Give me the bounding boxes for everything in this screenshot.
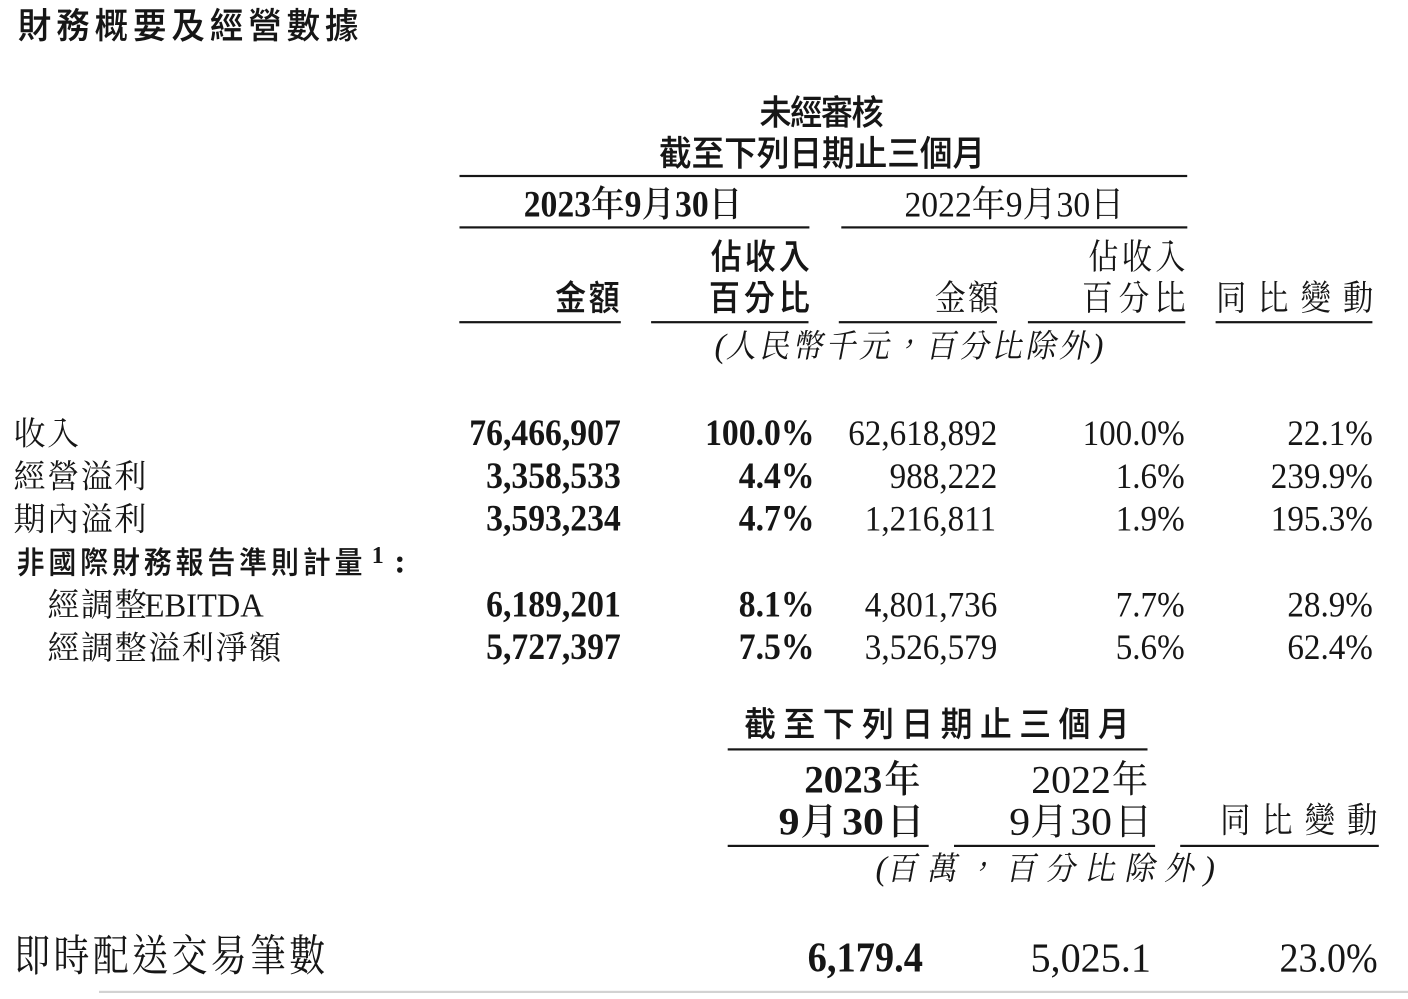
svg-text:(: ( [876,851,890,888]
svg-text:30: 30 [1070,800,1112,843]
svg-text:23.0%: 23.0% [1280,935,1378,981]
svg-text:30: 30 [675,184,709,225]
svg-text:(: ( [715,328,729,365]
svg-text:6,189,201: 6,189,201 [486,584,621,625]
svg-text:1: 1 [372,543,384,569]
svg-text:): ) [1090,328,1103,365]
svg-text:62,618,892: 62,618,892 [848,413,997,454]
svg-text:8.1%: 8.1% [739,584,815,625]
svg-text:3,526,579: 3,526,579 [865,627,997,668]
svg-text:4.7%: 4.7% [739,498,815,539]
svg-text:7.7%: 7.7% [1116,584,1185,625]
svg-text:100.0%: 100.0% [705,413,814,454]
svg-text:4.4%: 4.4% [739,455,815,496]
svg-text:195.3%: 195.3% [1271,498,1373,539]
svg-text:62.4%: 62.4% [1287,627,1373,668]
svg-text:6,179.4: 6,179.4 [808,934,923,981]
svg-text:5,025.1: 5,025.1 [1030,935,1150,980]
svg-text:76,466,907: 76,466,907 [469,413,621,454]
svg-text:30: 30 [1057,184,1091,224]
svg-text:9: 9 [1006,184,1023,224]
svg-text:5,727,397: 5,727,397 [486,627,621,668]
svg-text:3,358,533: 3,358,533 [486,455,621,496]
svg-text:2023: 2023 [804,758,882,801]
svg-text:9: 9 [1009,800,1030,843]
svg-text:30: 30 [842,800,884,843]
svg-text:28.9%: 28.9% [1287,584,1373,625]
svg-text:2022: 2022 [904,184,971,224]
svg-text:22.1%: 22.1% [1287,413,1373,454]
svg-text:1.6%: 1.6% [1116,455,1185,496]
svg-text:7.5%: 7.5% [739,627,815,668]
svg-text:239.9%: 239.9% [1271,455,1373,496]
svg-text:2022: 2022 [1031,758,1111,802]
svg-text:988,222: 988,222 [890,455,998,496]
svg-text::: : [394,544,405,581]
svg-text:1.9%: 1.9% [1116,498,1185,539]
svg-text:2023: 2023 [524,184,591,225]
svg-text:EBITDA: EBITDA [145,588,264,625]
svg-text:4,801,736: 4,801,736 [865,584,997,625]
svg-text:3,593,234: 3,593,234 [486,498,621,539]
svg-text:1,216,811: 1,216,811 [865,498,996,539]
svg-text:9: 9 [625,184,642,225]
svg-text:5.6%: 5.6% [1116,627,1185,668]
svg-text:100.0%: 100.0% [1083,413,1185,454]
svg-text:): ) [1202,851,1215,888]
svg-text:9: 9 [779,800,800,843]
